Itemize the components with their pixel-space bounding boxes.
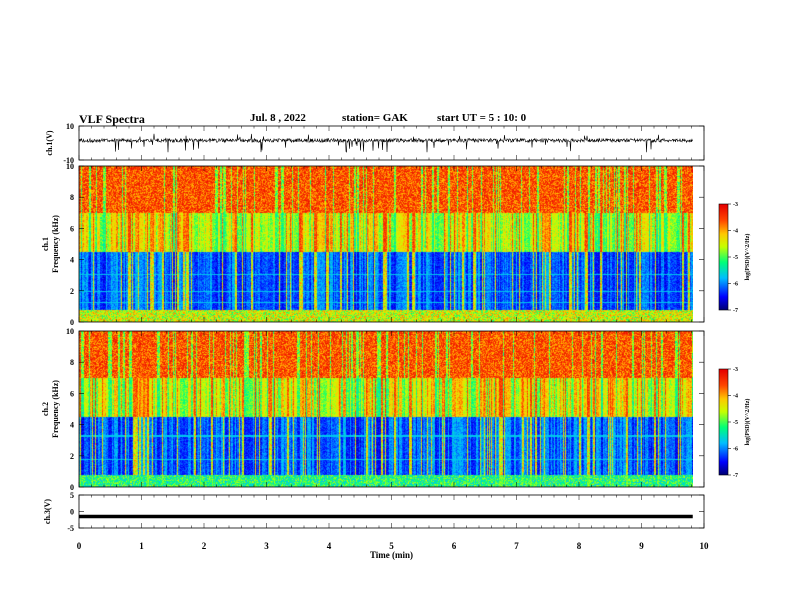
x-tick-label: 3 bbox=[264, 541, 269, 551]
ch1-spectrogram-ylabel: Frequency (kHz) bbox=[51, 215, 60, 273]
ch1-spectrogram-ytick-label: 0 bbox=[70, 318, 74, 327]
x-tick-label: 4 bbox=[327, 541, 332, 551]
ch2-spectrogram-ytick-label: 4 bbox=[70, 421, 74, 430]
ch2-spectrogram-ylabel-channel: ch.2 bbox=[41, 402, 50, 416]
ch2-spectrogram-ylabel: Frequency (kHz) bbox=[51, 380, 60, 438]
ch2-spectrogram-ytick-label: 6 bbox=[70, 389, 74, 398]
ch1-spectrogram-colorbar-tick-label: -6 bbox=[733, 282, 738, 288]
start-ut-label: start UT = 5 : 10: 0 bbox=[437, 112, 527, 124]
x-tick-label: 0 bbox=[77, 541, 82, 551]
ch1-spectrogram-colorbar-tick-label: -7 bbox=[733, 308, 738, 314]
x-tick-label: 1 bbox=[139, 541, 144, 551]
ch1-waveform-ylabel: ch.1(V) bbox=[45, 130, 54, 155]
ch1-spectrogram-ytick-label: 8 bbox=[70, 193, 74, 202]
ch2-spectrogram-colorbar-tick-label: -5 bbox=[733, 420, 738, 426]
ch2-spectrogram-colorbar-label: log(PSD)(V^2/Hz) bbox=[744, 399, 751, 446]
ch2-spectrogram-colorbar bbox=[719, 369, 728, 475]
station-label: station= GAK bbox=[342, 112, 408, 124]
ch3-waveform-ytick-label: 5 bbox=[70, 491, 74, 500]
ch2-spectrogram-image bbox=[79, 331, 693, 487]
ch3-waveform-ytick-label: -5 bbox=[67, 524, 74, 533]
ch1-waveform-line bbox=[79, 133, 693, 153]
ch1-spectrogram-ytick-label: 10 bbox=[66, 162, 74, 171]
ch2-spectrogram-ytick-label: 2 bbox=[70, 452, 74, 461]
ch1-waveform-frame bbox=[78, 125, 705, 161]
x-tick-label: 7 bbox=[514, 541, 519, 551]
ch1-spectrogram-colorbar-tick-label: -5 bbox=[733, 255, 738, 261]
ch1-spectrogram-colorbar-tick-label: -4 bbox=[733, 229, 738, 235]
ch1-spectrogram-colorbar-label: log(PSD)(V^2/Hz) bbox=[744, 234, 751, 281]
ch1-spectrogram-colorbar-tick-label: -3 bbox=[733, 202, 738, 208]
ch2-spectrogram-ytick-label: 8 bbox=[70, 358, 74, 367]
ch3-waveform-ytick-label: 0 bbox=[70, 508, 74, 517]
ch2-spectrogram-colorbar-tick-label: -3 bbox=[733, 367, 738, 373]
x-tick-label: 8 bbox=[577, 541, 582, 551]
ch1-waveform-ytick-label: 10 bbox=[66, 122, 74, 131]
x-tick-label: 6 bbox=[452, 541, 457, 551]
ch1-spectrogram-colorbar bbox=[719, 204, 728, 310]
ch2-spectrogram-colorbar-tick-label: -7 bbox=[733, 473, 738, 479]
ch2-spectrogram-colorbar-tick-label: -6 bbox=[733, 447, 738, 453]
x-tick-label: 5 bbox=[389, 541, 394, 551]
x-tick-label: 10 bbox=[700, 541, 710, 551]
figure-title: VLF Spectra bbox=[79, 112, 145, 126]
ch1-spectrogram-ylabel-channel: ch.1 bbox=[41, 237, 50, 251]
ch2-spectrogram-colorbar-tick-label: -4 bbox=[733, 394, 738, 400]
date-label: Jul. 8 , 2022 bbox=[250, 112, 306, 124]
ch1-spectrogram-ytick-label: 4 bbox=[70, 256, 74, 265]
ch3-waveform-ylabel: ch.3(V) bbox=[43, 499, 52, 524]
x-tick-label: 9 bbox=[639, 541, 644, 551]
x-tick-label: 2 bbox=[202, 541, 207, 551]
ch2-spectrogram-ytick-label: 0 bbox=[70, 483, 74, 492]
ch1-spectrogram-image bbox=[79, 166, 693, 322]
ch1-spectrogram-ytick-label: 6 bbox=[70, 224, 74, 233]
ch1-waveform-ytick-label: -10 bbox=[63, 156, 74, 165]
ch1-spectrogram-ytick-label: 2 bbox=[70, 287, 74, 296]
x-axis-label: Time (min) bbox=[370, 550, 413, 560]
ch2-spectrogram-ytick-label: 10 bbox=[66, 327, 74, 336]
